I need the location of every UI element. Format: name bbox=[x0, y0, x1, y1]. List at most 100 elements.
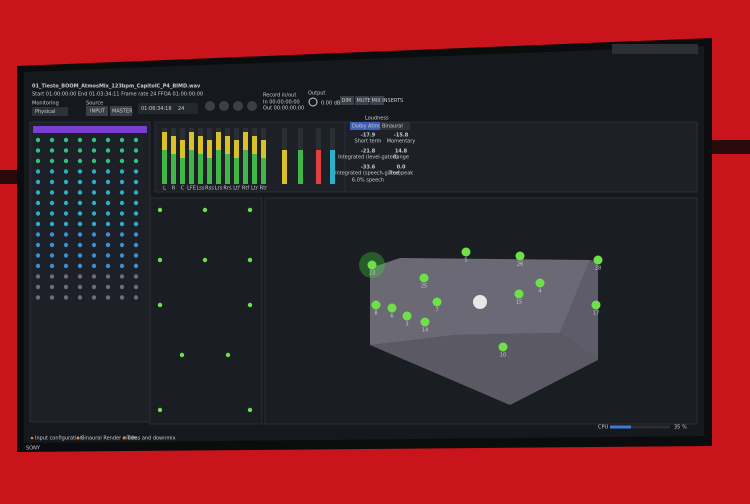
object-slot bbox=[35, 148, 41, 153]
reading-label: Momentary bbox=[387, 139, 416, 145]
object-slot bbox=[49, 274, 55, 279]
meter-green bbox=[261, 158, 266, 184]
object-slot bbox=[119, 169, 125, 174]
object-slot bbox=[105, 221, 111, 227]
object-slot bbox=[63, 190, 69, 195]
object-slot bbox=[63, 284, 69, 290]
label: Output bbox=[308, 91, 325, 97]
object-slot bbox=[63, 263, 69, 269]
object-slot bbox=[77, 211, 83, 216]
object-slot bbox=[91, 242, 97, 248]
speaker bbox=[247, 407, 253, 413]
object-slot bbox=[35, 211, 41, 216]
panel bbox=[149, 197, 263, 425]
object-label: 17 bbox=[593, 311, 599, 317]
object-slot bbox=[105, 211, 111, 216]
room-back bbox=[400, 258, 590, 335]
object-slot bbox=[91, 137, 97, 143]
panel bbox=[154, 121, 346, 193]
object-slot bbox=[63, 137, 69, 143]
object-slot bbox=[49, 211, 55, 216]
panel bbox=[29, 121, 151, 423]
object-slot bbox=[133, 169, 139, 174]
object-slot bbox=[49, 242, 55, 248]
button-label: MASTER bbox=[112, 109, 133, 115]
footer-item: Trims and downmix bbox=[126, 436, 176, 442]
timecode-box bbox=[138, 103, 198, 114]
object bbox=[367, 260, 377, 270]
header-strip bbox=[33, 126, 147, 133]
object-slot bbox=[133, 179, 139, 185]
object-slot bbox=[119, 274, 125, 279]
object-slot bbox=[91, 190, 97, 195]
object-slot bbox=[105, 232, 111, 237]
object-slot bbox=[133, 263, 139, 269]
object-slot bbox=[119, 232, 125, 237]
reading-value: -21.8 bbox=[361, 149, 376, 155]
object-slot bbox=[35, 179, 41, 185]
meter-yellow bbox=[234, 140, 239, 158]
meter-label: LFE bbox=[187, 186, 196, 192]
button-label: INPUT bbox=[90, 109, 106, 115]
object-slot bbox=[35, 232, 41, 237]
meter-label: Rtf bbox=[242, 186, 249, 192]
transport-button bbox=[219, 101, 229, 111]
object-slot bbox=[49, 190, 55, 195]
object-slot bbox=[133, 242, 139, 248]
object-slot bbox=[35, 284, 41, 290]
object-slot bbox=[63, 148, 69, 153]
label: Source bbox=[86, 101, 103, 107]
object bbox=[461, 247, 471, 257]
meter-label: Ltr bbox=[251, 186, 259, 192]
top-badge bbox=[612, 44, 698, 54]
object-slot bbox=[133, 148, 139, 153]
object-slot bbox=[63, 232, 69, 237]
button-label: MUTE bbox=[357, 98, 371, 104]
meter-fill bbox=[298, 150, 303, 184]
object-slot bbox=[91, 221, 97, 227]
meter-yellow bbox=[243, 132, 248, 150]
object-label: 25 bbox=[421, 284, 427, 290]
listener bbox=[473, 295, 487, 309]
object-slot bbox=[119, 242, 125, 248]
object-slot bbox=[119, 211, 125, 216]
object-slot bbox=[63, 200, 69, 206]
meter-label: L bbox=[163, 186, 166, 192]
reading-label: True peak bbox=[388, 171, 414, 177]
mount-bar bbox=[700, 140, 750, 154]
object-slot bbox=[91, 148, 97, 153]
meter-green bbox=[225, 154, 230, 184]
meter-green bbox=[162, 150, 167, 184]
button-label: DIM bbox=[342, 98, 352, 104]
button bbox=[86, 106, 108, 116]
room-right bbox=[560, 260, 598, 360]
object bbox=[402, 311, 412, 321]
room-floor bbox=[370, 333, 598, 405]
object-slot bbox=[77, 190, 83, 195]
object-label: 8 bbox=[374, 311, 377, 317]
object-slot bbox=[35, 253, 41, 258]
object-slot bbox=[105, 169, 111, 174]
meter-yellow bbox=[180, 140, 185, 158]
object-slot bbox=[35, 221, 41, 227]
meter-yellow bbox=[216, 132, 221, 150]
meter-fill bbox=[282, 150, 287, 184]
button bbox=[110, 106, 132, 116]
dropdown-value: Physical bbox=[35, 109, 55, 115]
dropdown bbox=[32, 107, 68, 116]
meter-label: Rtr bbox=[260, 186, 268, 192]
object-slot bbox=[119, 179, 125, 185]
button-label: MIX INSERTS bbox=[372, 98, 404, 104]
object-slot bbox=[35, 295, 41, 300]
meter-green bbox=[171, 154, 176, 184]
record-out: Out 00:00:00:00 bbox=[263, 106, 304, 112]
object-slot bbox=[35, 137, 41, 143]
object-slot bbox=[77, 221, 83, 227]
object-slot bbox=[133, 211, 139, 216]
object-slot bbox=[105, 263, 111, 269]
meter-green bbox=[189, 150, 194, 184]
object-label: 23 bbox=[369, 271, 375, 277]
meter-yellow bbox=[252, 136, 257, 154]
object-slot bbox=[35, 263, 41, 269]
